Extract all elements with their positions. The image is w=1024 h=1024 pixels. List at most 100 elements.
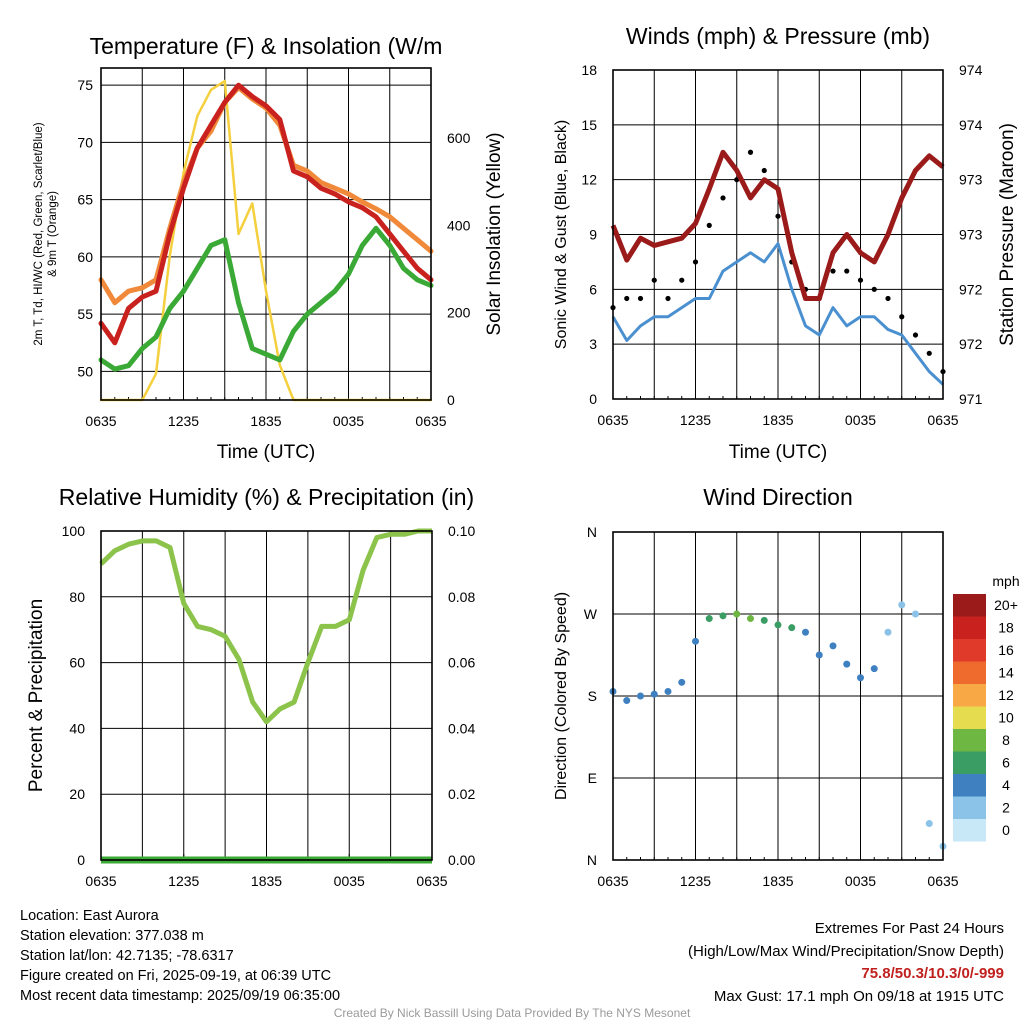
direction-point (857, 674, 864, 682)
y-axis-label: Sonic Wind & Gust (Blue, Black) (553, 120, 570, 349)
legend-label: 14 (998, 665, 1014, 681)
x-tick-label: 0635 (415, 413, 446, 429)
y-right-tick-label: 0.04 (448, 720, 475, 736)
direction-point (705, 615, 713, 623)
station-latlon: Station lat/lon: 42.7135; -78.6317 (20, 948, 234, 964)
station-location: Location: East Aurora (20, 908, 159, 924)
series-station-pressure (610, 149, 945, 301)
direction-point (678, 678, 686, 686)
direction-point (747, 615, 754, 623)
series-relative-humidity (99, 528, 432, 725)
x-axis-label: Time (UTC) (729, 442, 828, 463)
y-axis-label-line2: & 9m T (Orange) (47, 191, 59, 277)
plot-frame (100, 67, 432, 401)
y-right-tick-label: 971 (959, 391, 983, 407)
y-axis-label: Percent & Precipitation (26, 599, 47, 792)
series-2m-td (98, 225, 434, 372)
extremes-values: 75.8/50.3/10.3/0/-999 (861, 965, 1004, 982)
x-tick-label: 0035 (334, 873, 365, 889)
y-tick-label: E (588, 770, 597, 786)
y-tick-label: 65 (77, 192, 93, 208)
direction-point (802, 628, 809, 636)
x-tick-label: 1235 (168, 413, 199, 429)
legend-title: mph (992, 573, 1019, 589)
gust-point (830, 268, 836, 274)
legend-swatch (953, 594, 986, 617)
x-axis-label: Time (UTC) (217, 442, 316, 463)
y-tick-label: N (587, 852, 597, 868)
x-tick-label: 0035 (845, 412, 876, 428)
chart-title: Wind Direction (703, 484, 853, 510)
y-tick-label: 12 (581, 172, 597, 188)
y-tick-label: 100 (62, 523, 86, 539)
direction-point (843, 660, 851, 668)
y-tick-label: 6 (589, 281, 597, 297)
extremes-info: Extremes For Past 24 Hours (High/Low/Max… (688, 918, 1004, 1008)
y-right-tick-label: 974 (959, 62, 983, 78)
legend-label: 18 (998, 620, 1014, 636)
y-right-tick-label: 974 (959, 117, 983, 133)
y-right-tick-label: 972 (959, 336, 983, 352)
y-axis-label: 2m T, Td, HI/WC (Red, Green, Scarlet/Blu… (33, 122, 45, 345)
direction-point (774, 621, 782, 629)
recent-timestamp: Most recent data timestamp: 2025/09/19 0… (20, 988, 341, 1004)
extremes-title: Extremes For Past 24 Hours (814, 920, 1004, 937)
max-gust: Max Gust: 17.1 mph On 09/18 at 1915 UTC (713, 987, 1004, 1005)
legend-label: 2 (1002, 800, 1010, 816)
y-right-tick-label: 200 (447, 305, 471, 321)
y-right-axis-label: Solar Insolation (Yellow) (484, 132, 505, 335)
gust-point (624, 295, 630, 302)
series-sonic-wind (611, 242, 945, 386)
chart-title: Temperature (F) & Insolation (W/m (90, 33, 443, 59)
legend-swatch (953, 819, 986, 842)
x-tick-label: 0035 (333, 413, 364, 429)
y-right-tick-label: 0 (447, 392, 455, 408)
y-tick-label: S (588, 688, 597, 704)
gust-point (899, 314, 905, 320)
legend-label: 6 (1002, 755, 1010, 771)
y-tick-label: 0 (589, 391, 597, 407)
x-tick-label: 0635 (85, 413, 116, 429)
direction-point (623, 697, 631, 705)
x-tick-label: 0635 (85, 873, 116, 889)
legend-swatch (953, 729, 986, 752)
y-right-tick-label: 400 (447, 217, 471, 233)
gust-point (885, 295, 891, 302)
x-tick-label: 0635 (927, 412, 958, 428)
chart-title: Relative Humidity (%) & Precipitation (i… (59, 484, 474, 510)
y-tick-label: 60 (77, 249, 93, 265)
gust-point (637, 295, 644, 302)
y-tick-label: 0 (77, 852, 85, 868)
legend-label: 12 (998, 687, 1014, 703)
y-tick-label: 15 (581, 117, 597, 133)
station-info: Location: East Aurora Station elevation:… (20, 906, 340, 1006)
x-tick-label: 0035 (845, 873, 876, 889)
y-tick-label: 9 (589, 227, 597, 243)
legend-swatch (953, 639, 986, 662)
y-tick-label: 18 (581, 62, 597, 78)
direction-point (637, 692, 644, 700)
legend-swatch (953, 616, 986, 639)
station-elevation: Station elevation: 377.038 m (20, 928, 204, 944)
x-tick-label: 0635 (597, 412, 628, 428)
y-tick-label: 20 (69, 786, 85, 802)
legend-label: 20+ (994, 597, 1018, 613)
direction-point (760, 616, 768, 624)
y-right-tick-label: 0.10 (448, 523, 475, 539)
y-tick-label: 50 (77, 363, 93, 379)
gust-point (871, 286, 877, 292)
direction-point (898, 601, 906, 609)
x-tick-label: 1835 (762, 873, 793, 889)
y-right-tick-label: 973 (959, 172, 983, 188)
extremes-subtitle: (High/Low/Max Wind/Precipitation/Snow De… (688, 942, 1004, 960)
chart-title: Winds (mph) & Pressure (mb) (626, 23, 930, 49)
credit-line: Created By Nick Bassill Using Data Provi… (333, 1006, 691, 1020)
legend-label: 8 (1002, 732, 1010, 748)
x-tick-label: 1235 (680, 873, 711, 889)
direction-point (692, 637, 699, 645)
direction-point (788, 624, 796, 632)
x-tick-label: 1835 (762, 412, 793, 428)
y-right-tick-label: 0.02 (448, 786, 475, 802)
y-right-tick-label: 0.06 (448, 655, 475, 671)
y-tick-label: 3 (589, 336, 597, 352)
